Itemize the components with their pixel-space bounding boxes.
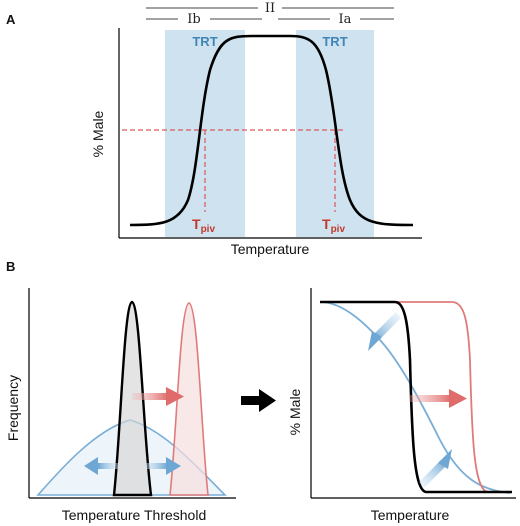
frequency-axis-title: Frequency	[5, 375, 21, 441]
tpiv-left: Tpiv	[192, 216, 215, 235]
black-reaction-norm	[320, 300, 512, 494]
threshold-plot: Frequency Temperature Threshold	[5, 288, 236, 523]
panel-a: A II Ib Ia TRT TRT Tpi	[6, 1, 422, 257]
red-reaction-norm	[320, 301, 512, 493]
blue-reaction-norm	[319, 301, 511, 494]
trt-label-left: TRT	[192, 34, 217, 49]
narrow-red-distribution	[169, 302, 209, 496]
blue-spread-arrow-right	[145, 457, 181, 475]
trt-label-right: TRT	[322, 34, 347, 49]
transition-arrow	[241, 389, 276, 412]
panel-a-y-title: % Male	[90, 110, 106, 157]
bracket-ii-label: II	[265, 1, 275, 16]
bracket-ib-label: Ib	[187, 12, 200, 27]
panel-b: B Frequ	[5, 259, 516, 523]
bracket-ib: Ib	[146, 12, 262, 27]
red-shift-arrow	[132, 387, 184, 406]
reaction-y-title: % Male	[287, 388, 303, 435]
blue-norm-arrow-up	[419, 449, 452, 488]
bracket-ia-label: Ia	[339, 12, 352, 27]
bracket-ia: Ia	[278, 12, 394, 27]
panel-a-x-title: Temperature	[231, 241, 310, 257]
red-norm-arrow	[409, 389, 467, 408]
reaction-norm-plot: % Male Temperature	[287, 288, 516, 523]
panel-b-letter: B	[6, 259, 15, 274]
bracket-ii: II	[146, 1, 394, 16]
threshold-axis-title: Temperature Threshold	[62, 507, 206, 523]
sex-ratio-curve	[129, 34, 414, 227]
reaction-x-title: Temperature	[371, 507, 450, 523]
blue-spread-arrow-left	[84, 457, 118, 475]
tpiv-right: Tpiv	[322, 216, 345, 235]
panel-a-letter: A	[6, 12, 16, 27]
blue-norm-arrow-down	[368, 312, 401, 351]
